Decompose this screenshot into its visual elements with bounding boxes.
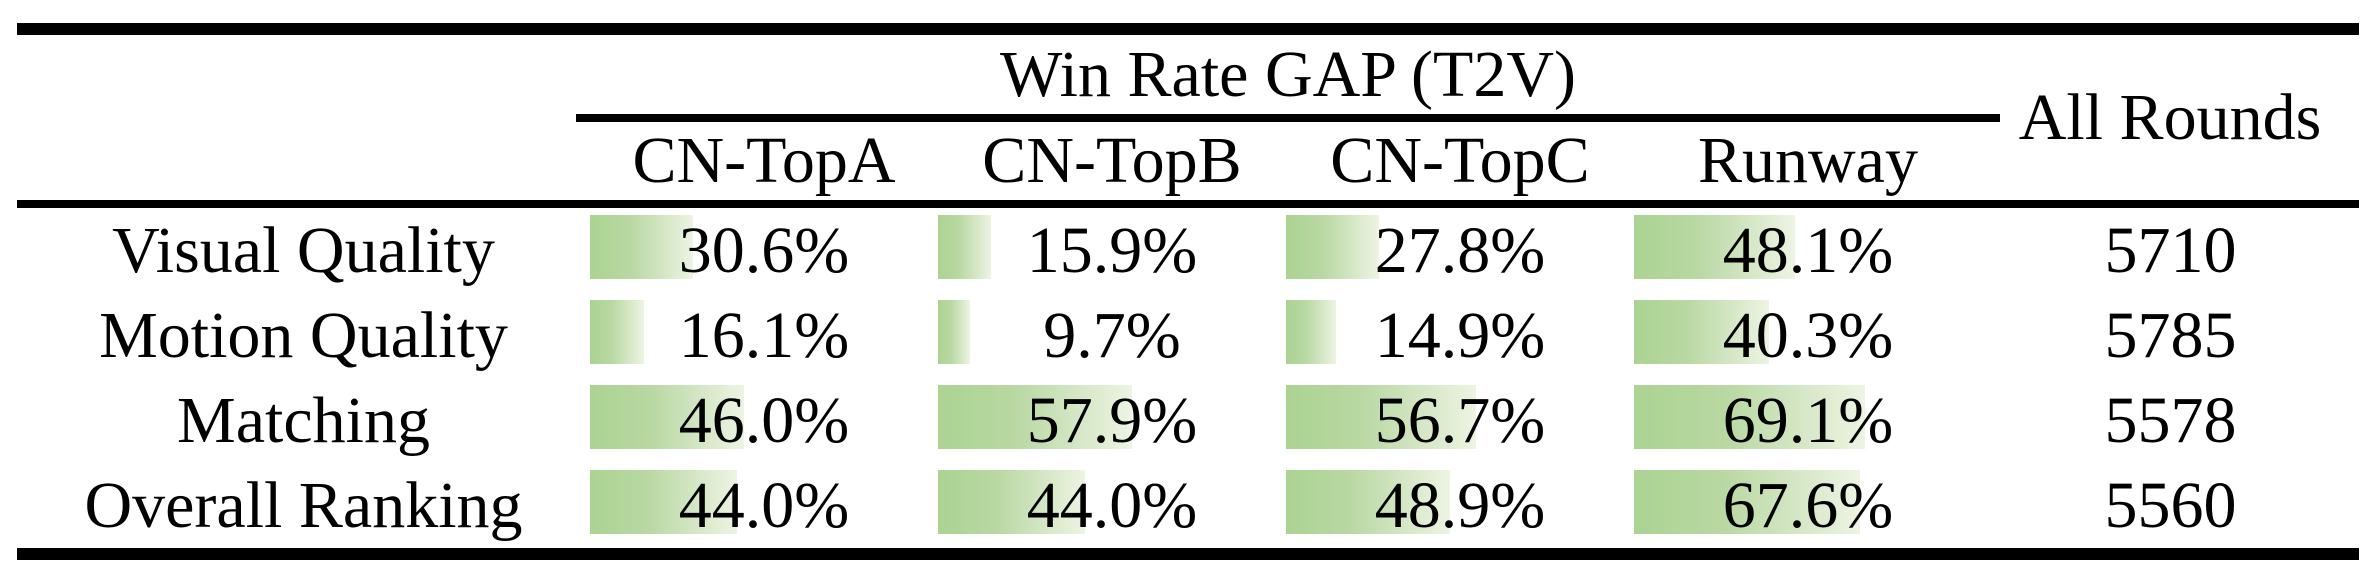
data-bar — [1634, 215, 1796, 279]
top-rule — [17, 23, 2359, 35]
cell-value: 30.6% — [678, 213, 850, 287]
data-cell: 44.0% — [590, 463, 938, 548]
data-cell: 67.6% — [1634, 463, 1982, 548]
rounds-cell: 5710 — [2104, 213, 2237, 287]
table-row: Visual Quality 30.6% 15.9% 27.8% 48.1% 5… — [0, 208, 2376, 293]
data-bar — [590, 215, 693, 279]
data-bar — [1634, 470, 1861, 534]
cell-value: 46.0% — [678, 383, 850, 457]
cell-value: 16.1% — [678, 298, 850, 372]
data-cell: 48.1% — [1634, 208, 1982, 293]
data-cell: 9.7% — [938, 293, 1286, 378]
cell-value: 48.9% — [1374, 468, 1546, 542]
data-cell: 57.9% — [938, 378, 1286, 463]
data-cell: 46.0% — [590, 378, 938, 463]
cell-value: 15.9% — [1026, 213, 1198, 287]
rounds-cell: 5560 — [2104, 468, 2237, 542]
cell-value: 67.6% — [1722, 468, 1894, 542]
row-label: Overall Ranking — [84, 468, 523, 542]
data-cell: 44.0% — [938, 463, 1286, 548]
all-rounds-column-header: All Rounds — [2018, 80, 2322, 154]
cell-value: 69.1% — [1722, 383, 1894, 457]
bottom-rule — [17, 548, 2359, 560]
data-cell: 15.9% — [938, 208, 1286, 293]
cell-value: 14.9% — [1374, 298, 1546, 372]
row-label: Matching — [177, 383, 430, 457]
cell-value: 48.1% — [1722, 213, 1894, 287]
data-cell: 48.9% — [1286, 463, 1634, 548]
header-separator-rule — [17, 200, 2359, 208]
data-cell: 30.6% — [590, 208, 938, 293]
table-row: Matching 46.0% 57.9% 56.7% 69.1% 5578 — [0, 378, 2376, 463]
data-bar — [590, 385, 745, 449]
data-cell: 16.1% — [590, 293, 938, 378]
cell-value: 44.0% — [1026, 468, 1198, 542]
cell-value: 57.9% — [1026, 383, 1198, 457]
cell-value: 44.0% — [678, 468, 850, 542]
data-bar — [1634, 385, 1866, 449]
group-underline-rule — [576, 114, 2000, 122]
column-header-cn-topc: CN-TopC — [1330, 124, 1590, 197]
row-label: Visual Quality — [112, 213, 495, 287]
data-bar — [938, 300, 971, 364]
table-row: Motion Quality 16.1% 9.7% 14.9% 40.3% 57… — [0, 293, 2376, 378]
data-cell: 27.8% — [1286, 208, 1634, 293]
cell-value: 40.3% — [1722, 298, 1894, 372]
data-bar — [590, 470, 738, 534]
data-bar — [1286, 300, 1336, 364]
data-bar — [938, 470, 1086, 534]
data-cell: 14.9% — [1286, 293, 1634, 378]
row-label: Motion Quality — [99, 298, 508, 372]
data-cell: 69.1% — [1634, 378, 1982, 463]
data-cell: 56.7% — [1286, 378, 1634, 463]
table-row: Overall Ranking 44.0% 44.0% 48.9% 67.6% … — [0, 463, 2376, 548]
data-bar — [938, 385, 1132, 449]
data-bar — [1286, 470, 1450, 534]
data-bar — [1286, 385, 1476, 449]
cell-value: 27.8% — [1374, 213, 1546, 287]
data-bar — [938, 215, 992, 279]
column-header-cn-topa: CN-TopA — [632, 124, 896, 197]
rounds-cell: 5578 — [2104, 383, 2237, 457]
column-header-runway: Runway — [1698, 124, 1918, 197]
cell-value: 56.7% — [1374, 383, 1546, 457]
column-header-row: CN-TopA CN-TopB CN-TopC Runway — [590, 122, 1982, 200]
rounds-cell: 5785 — [2104, 298, 2237, 372]
group-header-title: Win Rate GAP (T2V) — [1000, 37, 1576, 111]
data-bar — [1634, 300, 1769, 364]
data-bar — [590, 300, 644, 364]
data-bar — [1286, 215, 1380, 279]
cell-value: 9.7% — [1043, 298, 1181, 372]
data-cell: 40.3% — [1634, 293, 1982, 378]
column-header-cn-topb: CN-TopB — [982, 124, 1242, 197]
